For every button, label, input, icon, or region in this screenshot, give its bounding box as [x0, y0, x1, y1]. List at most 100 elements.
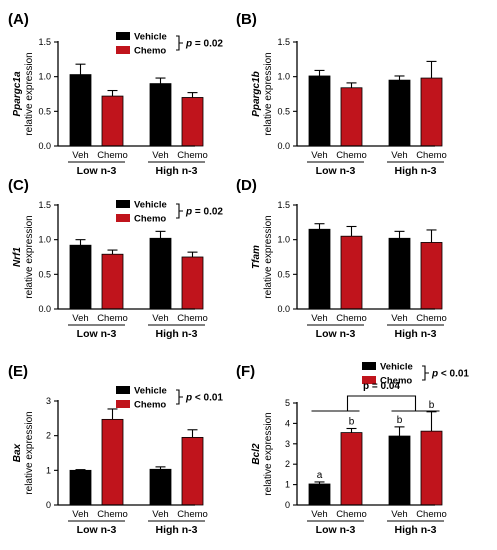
- group-label: High n-3: [156, 165, 198, 177]
- y-tick-label: 1.0: [277, 72, 290, 82]
- legend-swatch: [116, 214, 130, 222]
- interaction-p-value: p = 0.04: [363, 381, 400, 392]
- y-tick-label: 1.5: [38, 37, 51, 47]
- panel-label: (D): [236, 177, 257, 194]
- y-axis-label: relative expression: [24, 52, 35, 135]
- group-label: High n-3: [395, 165, 437, 177]
- x-tick-label: Chemo: [416, 313, 447, 324]
- y-tick-label: 2: [46, 431, 51, 441]
- bar-chemo-low: [101, 253, 124, 310]
- legend-swatch: [362, 362, 376, 370]
- legend-entry: Chemo: [380, 376, 412, 387]
- bar-vehicle-low: [308, 75, 331, 147]
- x-tick-label: Chemo: [97, 509, 128, 520]
- legend-bracket: [422, 365, 429, 381]
- p-value: p < 0.01: [185, 393, 223, 404]
- y-axis-gene-label: Nrf1: [12, 247, 23, 267]
- interaction-bracket: [346, 395, 417, 411]
- panel-label: (E): [8, 363, 28, 380]
- x-tick-label: Veh: [391, 150, 407, 161]
- x-tick-label: Veh: [152, 150, 168, 161]
- y-axis-gene-label: Tfam: [251, 245, 262, 269]
- x-tick-label: Veh: [311, 509, 327, 520]
- y-tick-label: 1.5: [277, 200, 290, 210]
- y-tick-label: 1.0: [38, 235, 51, 245]
- y-tick-label: 1.5: [277, 37, 290, 47]
- y-tick-label: 0: [285, 500, 290, 510]
- group-label: High n-3: [156, 328, 198, 340]
- y-tick-label: 0.5: [277, 106, 290, 116]
- y-tick-label: 1: [46, 465, 51, 475]
- bar-vehicle-high: [149, 468, 172, 506]
- y-axis-label: relative expression: [263, 52, 274, 135]
- x-tick-label: Chemo: [177, 509, 208, 520]
- chart-panel-a: (A) 0.0 0.5 1.0 1.5 Ppargc1a relative expressi…: [8, 11, 223, 177]
- x-tick-label: Chemo: [97, 313, 128, 324]
- x-tick-label: Veh: [152, 509, 168, 520]
- panel-label: (A): [8, 11, 29, 28]
- group-label: Low n-3: [77, 328, 117, 340]
- group-label: High n-3: [156, 524, 198, 536]
- panel-label: (F): [236, 363, 255, 380]
- legend-entry: Chemo: [134, 400, 166, 411]
- significance-letter: b: [349, 417, 355, 428]
- legend-entry: Vehicle: [380, 362, 413, 373]
- y-tick-label: 0.0: [38, 141, 51, 151]
- bar-chemo-high: [181, 97, 204, 147]
- bar-chemo-low: [340, 432, 363, 506]
- group-label: Low n-3: [316, 328, 356, 340]
- bar-vehicle-low: [308, 228, 331, 310]
- legend: Vehicle Chemo p < 0.01: [116, 386, 223, 411]
- bar-vehicle-low: [308, 483, 331, 506]
- legend-bracket: [176, 203, 183, 219]
- legend-swatch: [116, 32, 130, 40]
- bar-chemo-low: [101, 418, 124, 506]
- x-tick-label: Chemo: [416, 150, 447, 161]
- legend-swatch: [116, 46, 130, 54]
- y-tick-label: 5: [285, 398, 290, 408]
- y-tick-label: 0.5: [277, 269, 290, 279]
- x-tick-label: Chemo: [177, 313, 208, 324]
- legend-bracket: [176, 35, 183, 51]
- legend-entry: Vehicle: [134, 386, 167, 397]
- x-tick-label: Chemo: [97, 150, 128, 161]
- p-value: p = 0.02: [185, 39, 223, 50]
- significance-letter: a: [317, 470, 323, 481]
- group-label: Low n-3: [316, 524, 356, 536]
- group-label: Low n-3: [77, 524, 117, 536]
- x-tick-label: Veh: [72, 150, 88, 161]
- y-axis-label: relative expression: [24, 215, 35, 298]
- bar-chemo-low: [101, 95, 124, 147]
- bar-vehicle-low: [69, 74, 92, 147]
- y-axis-label: relative expression: [24, 411, 35, 494]
- chart-panel-f: (F) 0 1 2 3 4 5 Bcl2 relative expression Veh Chemo…: [236, 362, 469, 537]
- significance-letter: b: [397, 415, 403, 426]
- y-tick-label: 0: [46, 500, 51, 510]
- group-label: High n-3: [395, 524, 437, 536]
- legend: Vehicle Chemo p < 0.01: [362, 362, 469, 387]
- x-tick-label: Veh: [311, 150, 327, 161]
- bar-chemo-high: [181, 256, 204, 310]
- y-tick-label: 0.0: [38, 304, 51, 314]
- x-tick-label: Veh: [311, 313, 327, 324]
- x-tick-label: Chemo: [336, 150, 367, 161]
- legend-swatch: [116, 386, 130, 394]
- x-tick-label: Veh: [391, 509, 407, 520]
- y-tick-label: 1.5: [38, 200, 51, 210]
- chart-panel-e: (E) 0 1 2 3 Bax relative expression Veh Chemo Low…: [8, 363, 223, 536]
- legend: Vehicle Chemo p = 0.02: [116, 200, 223, 225]
- bar-chemo-high: [420, 77, 443, 147]
- chart-panel-c: (C) 0.0 0.5 1.0 1.5 Nrf1 relative expression Ve…: [8, 177, 223, 340]
- y-axis-label: relative expression: [263, 215, 274, 298]
- y-tick-label: 0.0: [277, 141, 290, 151]
- bar-chemo-low: [340, 235, 363, 310]
- y-tick-label: 3: [46, 396, 51, 406]
- chart-panel-d: (D) 0.0 0.5 1.0 1.5 Tfam relative expression Ve…: [236, 177, 447, 340]
- bar-chemo-high: [420, 430, 443, 506]
- x-tick-label: Veh: [391, 313, 407, 324]
- y-axis-gene-label: Bax: [12, 443, 23, 462]
- bar-chemo-low: [340, 87, 363, 147]
- y-axis-gene-label: Ppargc1a: [12, 71, 23, 116]
- bar-vehicle-high: [388, 237, 411, 310]
